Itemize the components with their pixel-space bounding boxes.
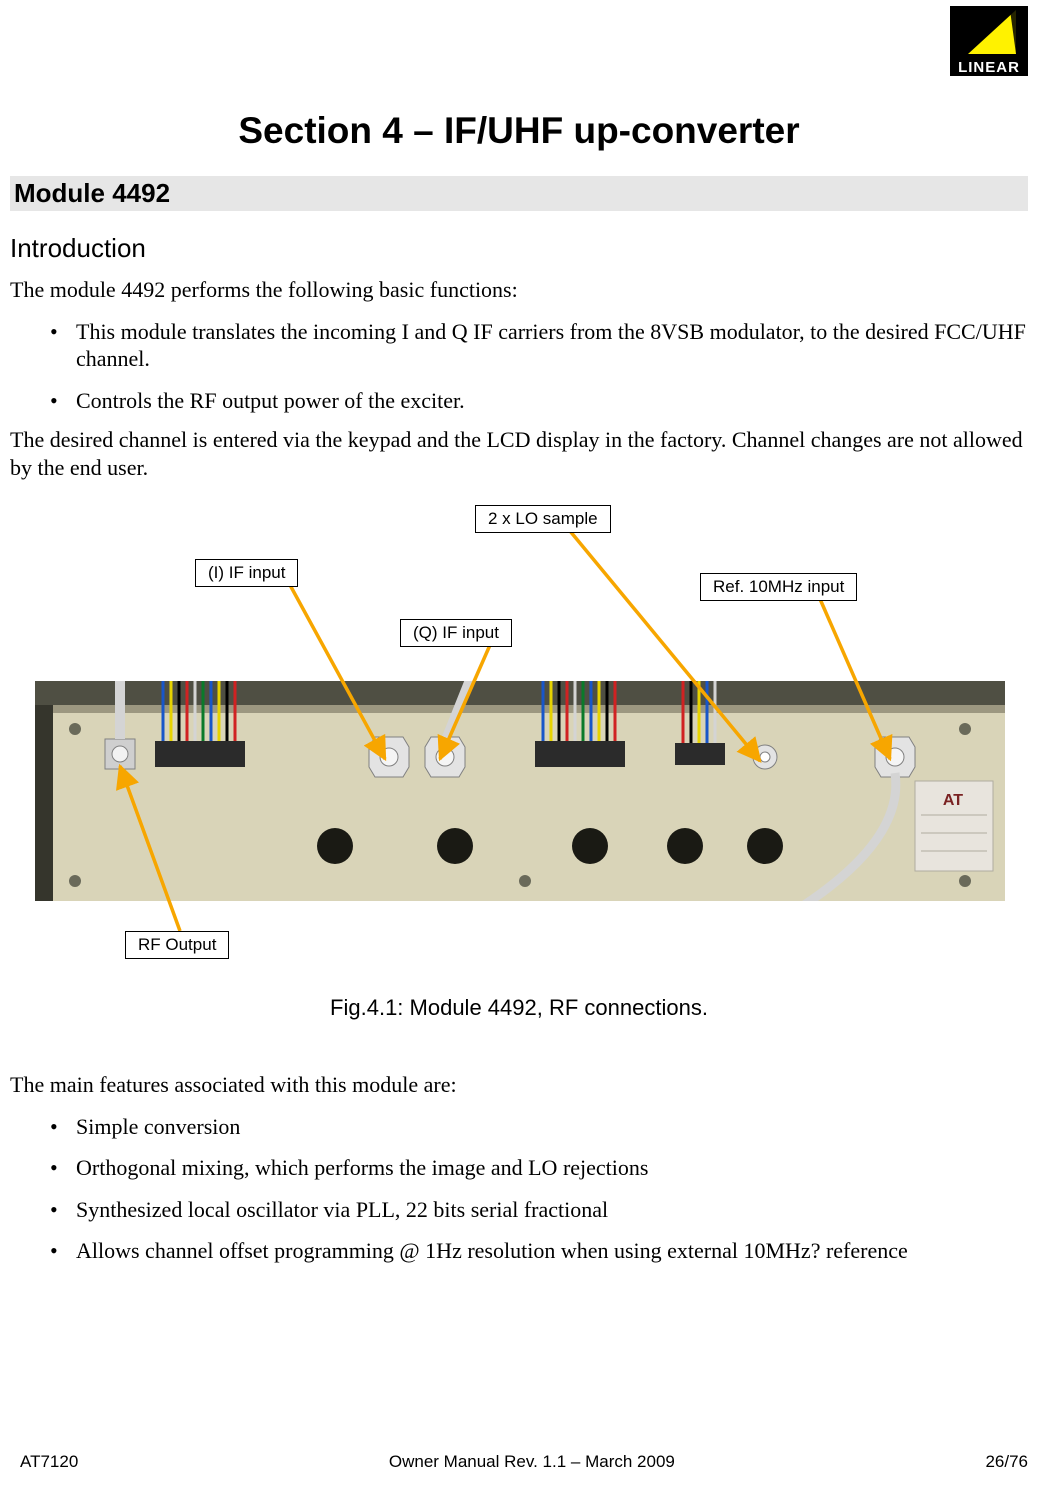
list-item: Allows channel offset programming @ 1Hz … xyxy=(10,1237,1028,1265)
logo-text: LINEAR xyxy=(958,59,1020,76)
intro-para: The module 4492 performs the following b… xyxy=(10,276,1028,304)
intro-para-2: The desired channel is entered via the k… xyxy=(10,426,1028,481)
callout-i-if: (I) IF input xyxy=(195,559,298,587)
list-item: Simple conversion xyxy=(10,1113,1028,1141)
callout-rf-output: RF Output xyxy=(125,931,229,959)
footer-left: AT7120 xyxy=(20,1452,78,1472)
callout-lo-sample: 2 x LO sample xyxy=(475,505,611,533)
page-footer: AT7120 Owner Manual Rev. 1.1 – March 200… xyxy=(20,1452,1028,1472)
footer-right: 26/76 xyxy=(985,1452,1028,1472)
intro-heading: Introduction xyxy=(10,233,1028,264)
callout-arrows xyxy=(20,501,1020,981)
callout-ref-10mhz: Ref. 10MHz input xyxy=(700,573,857,601)
callout-q-if: (Q) IF input xyxy=(400,619,512,647)
footer-center: Owner Manual Rev. 1.1 – March 2009 xyxy=(389,1452,675,1472)
list-item: Synthesized local oscillator via PLL, 22… xyxy=(10,1196,1028,1224)
list-item: Controls the RF output power of the exci… xyxy=(10,387,1028,415)
list-item: This module translates the incoming I an… xyxy=(10,318,1028,373)
features-para: The main features associated with this m… xyxy=(10,1071,1028,1099)
section-title: Section 4 – IF/UHF up-converter xyxy=(10,110,1028,152)
list-item: Orthogonal mixing, which performs the im… xyxy=(10,1154,1028,1182)
brand-logo: LINEAR xyxy=(950,6,1028,76)
figure-caption: Fig.4.1: Module 4492, RF connections. xyxy=(10,995,1028,1021)
figure-4-1: AT 2 x LO sample (I) IF input Ref. 10MHz… xyxy=(20,501,1020,981)
module-heading: Module 4492 xyxy=(10,176,1028,211)
intro-bullets: This module translates the incoming I an… xyxy=(10,318,1028,415)
features-bullets: Simple conversion Orthogonal mixing, whi… xyxy=(10,1113,1028,1265)
